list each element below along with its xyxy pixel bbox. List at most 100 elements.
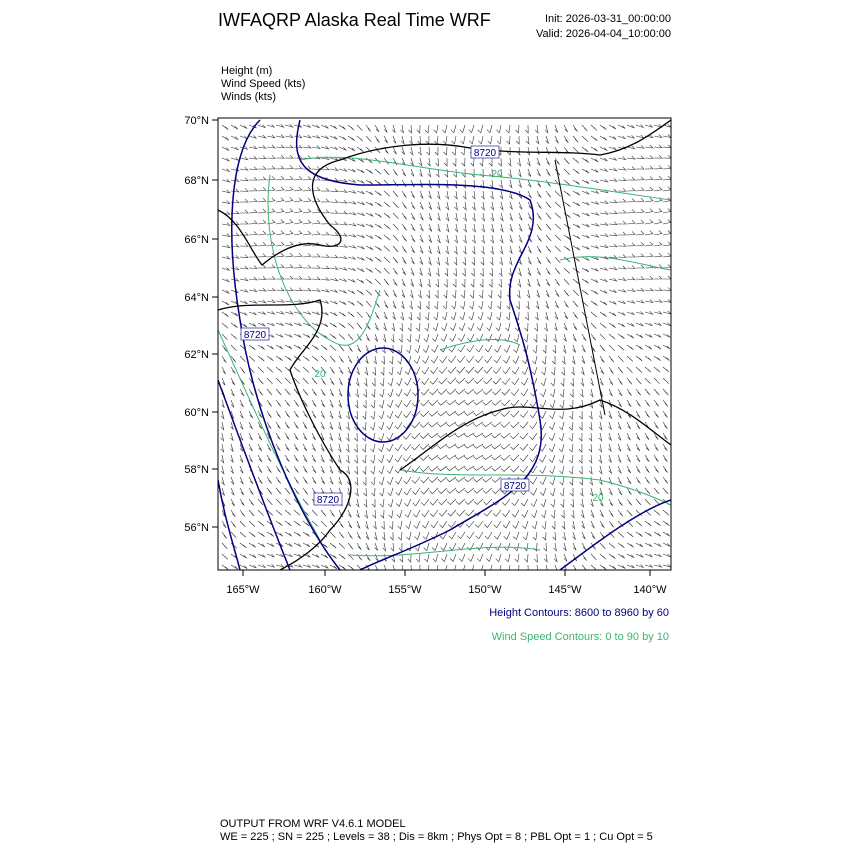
wind-barb <box>578 421 583 431</box>
wind-barb <box>581 355 586 364</box>
wind-barb <box>302 465 308 473</box>
wind-barb <box>355 388 359 398</box>
wind-barb <box>578 465 583 475</box>
wind-barb <box>364 520 369 530</box>
wind-barb <box>635 443 641 452</box>
wind-barb <box>453 179 458 189</box>
wind-barb <box>545 135 549 144</box>
wind-barb <box>248 476 254 485</box>
wind-barb <box>617 254 627 258</box>
wind-barb <box>563 311 569 320</box>
wind-barb <box>383 322 387 331</box>
wind-barb <box>392 564 395 570</box>
wind-barb <box>473 465 484 471</box>
wind-barb <box>230 277 240 282</box>
wind-barb <box>590 278 599 283</box>
wind-barb <box>374 135 380 143</box>
wind-barb <box>572 223 581 229</box>
wind-barb <box>395 399 403 408</box>
wind-barb <box>293 542 302 547</box>
wind-barb <box>446 476 457 483</box>
wind-barb <box>221 189 231 194</box>
lat-label: 60°N <box>184 407 209 419</box>
wind-barb <box>464 487 475 494</box>
wind-barb <box>608 432 612 441</box>
wind-barb <box>558 432 565 442</box>
wind-barb <box>409 289 414 299</box>
wind-barb <box>483 366 493 374</box>
wind-barb <box>371 388 376 398</box>
wind-barb <box>590 222 600 227</box>
wind-barb <box>626 187 636 192</box>
wind-barb <box>338 542 345 549</box>
wind-barb <box>662 287 671 291</box>
wind-barb <box>419 212 424 221</box>
wind-barb <box>536 278 541 287</box>
wind-barb <box>458 322 466 332</box>
wind-barb <box>248 135 257 139</box>
wind-barb <box>362 443 367 453</box>
wind-barb <box>230 199 240 204</box>
wind-barb <box>599 476 603 485</box>
wind-barb <box>441 553 448 563</box>
wind-barb <box>266 165 276 170</box>
wind-barb <box>588 454 593 464</box>
wind-barb <box>266 443 272 452</box>
wind-barb <box>338 178 348 183</box>
wind-barb <box>644 553 653 558</box>
wind-barb <box>510 388 520 396</box>
wind-barb <box>239 410 244 419</box>
wind-barb <box>420 476 430 484</box>
wind-barb <box>410 234 416 243</box>
wind-barb <box>356 520 361 529</box>
wind-barb <box>445 190 449 200</box>
wind-barb <box>459 311 466 321</box>
wind-barb <box>662 476 669 484</box>
wind-barb <box>534 553 538 563</box>
wind-barb <box>572 542 577 551</box>
wind-barb <box>419 267 423 276</box>
wind-barb <box>644 144 654 149</box>
wind-barb <box>420 388 430 396</box>
wind-barb <box>552 344 557 354</box>
wind-barb <box>413 355 421 364</box>
wind-barb <box>430 366 439 374</box>
wind-barb <box>463 443 475 449</box>
wind-barb <box>561 355 566 365</box>
wind-barb <box>599 498 604 507</box>
wind-barb <box>578 455 583 464</box>
wind-barb <box>635 553 644 558</box>
wind-barb <box>501 399 511 407</box>
wind-barb <box>220 454 225 464</box>
wind-barb <box>497 300 502 310</box>
wind-barb <box>520 388 529 397</box>
wind-barb <box>293 219 303 225</box>
wind-barb <box>454 432 466 438</box>
title: IWFAQRP Alaska Real Time WRF <box>218 10 491 30</box>
wind-barb <box>284 165 294 170</box>
wind-barb <box>311 355 319 362</box>
wind-barb <box>275 553 284 558</box>
wind-barb <box>374 300 381 308</box>
wind-barb <box>329 388 334 397</box>
wind-barb <box>221 344 228 352</box>
wind-barb <box>617 509 624 517</box>
wind-barb <box>426 157 431 167</box>
wind-barb <box>338 553 346 560</box>
wind-barb <box>653 287 663 291</box>
wind-barb <box>370 443 376 453</box>
wind-barb <box>590 135 598 142</box>
wind-barb <box>590 498 594 507</box>
wind-barb <box>662 252 671 258</box>
wind-barb <box>589 476 593 486</box>
wind-barb <box>302 377 309 385</box>
wind-barb <box>662 454 668 462</box>
wind-barb <box>491 399 502 406</box>
wind-barb <box>230 399 235 408</box>
wind-barb <box>472 443 484 449</box>
wind-barb <box>511 377 520 386</box>
wind-barb <box>356 542 362 550</box>
wind-barb <box>507 146 511 156</box>
wind-barb <box>374 278 381 285</box>
wind-barb <box>403 410 412 419</box>
